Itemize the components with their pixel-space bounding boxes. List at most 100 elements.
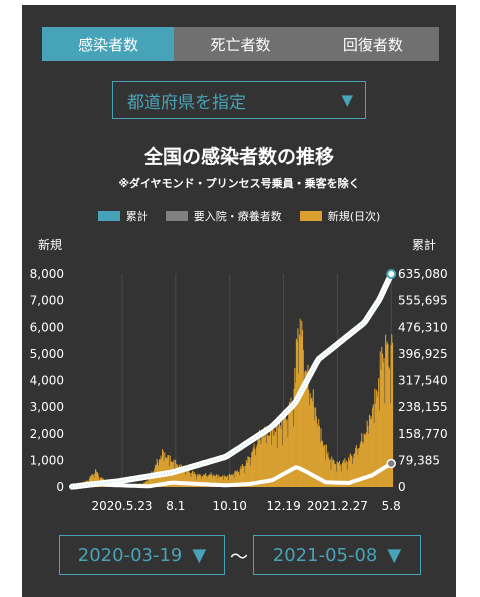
daily-bar (348, 460, 350, 487)
daily-bar (92, 474, 94, 487)
daily-bar (336, 461, 338, 487)
daily-bar (248, 457, 250, 487)
daily-bar (385, 344, 387, 487)
daily-bar (153, 470, 155, 487)
legend-label-hospitalized: 要入院・療養者数 (193, 210, 282, 223)
daily-bar (370, 415, 372, 487)
daily-bar (258, 439, 260, 487)
daily-bar (193, 471, 195, 487)
y-left-tick-label: 7,000 (30, 294, 64, 308)
daily-bar (185, 468, 187, 487)
daily-bar (353, 454, 355, 487)
daily-bar (391, 334, 393, 487)
daily-bar (332, 459, 334, 487)
series-line-cumulative-inner (71, 273, 392, 488)
daily-bar (345, 460, 347, 487)
x-tick-label: 2020.5.23 (91, 499, 152, 513)
daily-bar (235, 470, 237, 487)
daily-bar (278, 421, 280, 487)
daily-bar (273, 429, 275, 487)
legend-item-hospitalized[interactable]: 要入院・療養者数 (165, 208, 282, 224)
legend-item-daily[interactable]: 新規(日次) (299, 208, 380, 224)
daily-bar (205, 473, 207, 487)
daily-bar (292, 426, 294, 487)
daily-bar (228, 473, 230, 487)
daily-bar (282, 444, 284, 487)
daily-bar (191, 472, 193, 487)
daily-bar (389, 403, 391, 487)
daily-bar (281, 421, 283, 487)
daily-bar (213, 475, 215, 487)
daily-bar (338, 460, 340, 487)
tab-deaths[interactable]: 死亡者数 (174, 27, 307, 61)
daily-bar (363, 434, 365, 487)
daily-bar (334, 464, 336, 487)
daily-bar (209, 475, 211, 487)
y-right-tick-label: 555,695 (398, 294, 448, 308)
daily-bar (196, 475, 198, 487)
left-axis-title: 新規 (38, 238, 63, 252)
daily-bar (198, 475, 200, 487)
daily-bar (180, 464, 182, 487)
daily-bar (184, 469, 186, 487)
y-right-tick-label: 158,770 (398, 427, 448, 441)
daily-bar (374, 388, 376, 487)
daily-bar (176, 464, 178, 487)
daily-bar (351, 455, 353, 487)
daily-bar (174, 471, 176, 487)
daily-bar (335, 471, 337, 487)
daily-bar (371, 418, 373, 487)
tab-infections[interactable]: 感染者数 (42, 27, 175, 61)
daily-bar (349, 453, 351, 487)
daily-bar (162, 451, 164, 487)
daily-bar (368, 414, 370, 487)
chart-legend: 累計 要入院・療養者数 新規(日次) (22, 208, 456, 224)
start-date-select[interactable]: 2020-03-19 ▼ (59, 535, 225, 575)
daily-bar (243, 466, 245, 487)
daily-bar (225, 476, 227, 487)
daily-bar (369, 418, 371, 487)
daily-bar (352, 457, 354, 487)
y-right-tick-label: 0 (398, 480, 406, 494)
chart-svg: 8,000 7,000 6,000 5,000 4,000 3,000 2,000 1,000… (30, 267, 448, 513)
daily-bar (259, 439, 261, 487)
daily-bar (178, 467, 180, 487)
y-right-tick-label: 317,540 (398, 374, 448, 388)
daily-bar (226, 476, 228, 487)
daily-bar (378, 410, 380, 487)
x-tick-label: 10.10 (213, 499, 247, 513)
daily-bar (255, 447, 257, 487)
daily-bar (367, 425, 369, 487)
daily-bar (312, 401, 314, 487)
tab-recovered[interactable]: 回復者数 (306, 27, 439, 61)
end-date-select[interactable]: 2021-05-08 ▼ (253, 535, 421, 575)
daily-bar (267, 435, 269, 487)
daily-bar (341, 471, 343, 487)
daily-bar (372, 407, 374, 487)
daily-bar (275, 426, 277, 487)
daily-bar (288, 401, 290, 487)
y-left-tick-label: 3,000 (30, 400, 64, 414)
daily-bar (187, 471, 189, 487)
daily-bar (241, 468, 243, 487)
prefecture-select-label: 都道府県を指定 (127, 92, 246, 113)
prefecture-select[interactable]: 都道府県を指定 ▼ (112, 81, 366, 119)
daily-bar (275, 431, 277, 487)
daily-bar (146, 480, 148, 487)
daily-bar (151, 471, 153, 487)
daily-bar (227, 475, 229, 487)
daily-bar (332, 460, 334, 487)
daily-bar (277, 417, 279, 487)
daily-bar (212, 477, 214, 487)
daily-bar (290, 397, 292, 487)
daily-bar (308, 404, 310, 487)
legend-item-cumulative[interactable]: 累計 (97, 208, 148, 224)
daily-bar (199, 474, 201, 487)
daily-bar (182, 467, 184, 487)
daily-bar (265, 443, 267, 487)
daily-bar (247, 456, 249, 487)
legend-swatch-hospitalized (165, 211, 188, 221)
x-tick-label: 8.1 (166, 499, 185, 513)
series-line-cumulative (69, 271, 395, 490)
daily-bar (231, 474, 233, 487)
